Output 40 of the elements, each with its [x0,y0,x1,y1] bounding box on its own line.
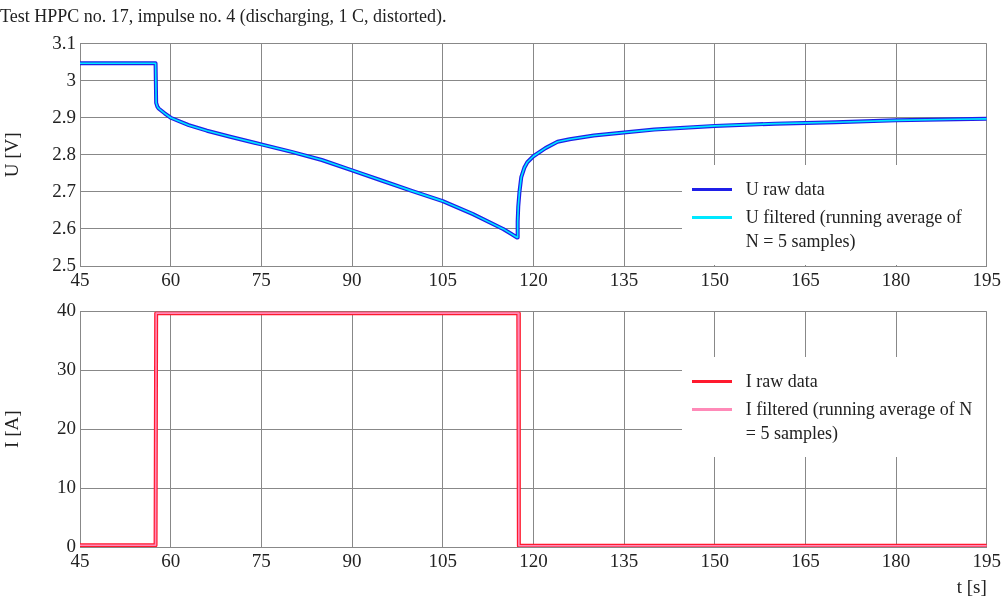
y-tick-label: 2.6 [52,216,76,238]
x-tick-label: 60 [161,550,181,572]
x-tick-label: 105 [428,550,457,572]
x-tick-label: 75 [251,269,271,291]
y-tick-label: 3.1 [52,31,76,53]
x-tick-label: 90 [342,269,362,291]
x-tick-label: 90 [342,550,362,572]
y-tick-label: 2.5 [52,253,76,275]
x-axis-title: t [s] [956,575,987,597]
y-axis-title: I [A] [1,410,23,448]
y-tick-label: 2.8 [52,142,76,164]
legend-label: U filtered (running average of N = 5 samples) [745,206,963,253]
y-tick-label: 3 [66,68,76,90]
x-tick-label: 120 [519,550,548,572]
y-tick-label: 0 [66,534,76,556]
y-axis-title: U [V] [1,132,23,178]
y-tick-label: 40 [57,299,76,321]
x-tick-label: 135 [609,269,639,291]
x-tick-label: 135 [609,550,639,572]
x-tick-label: 150 [700,550,729,572]
y-tick-label: 30 [57,358,76,380]
chart-title: Test HPPC no. 17, impulse no. 4 (discharging, 1 C, distorted). [0,5,447,27]
y-tick-label: 2.7 [52,179,76,201]
y-tick-label: 20 [57,417,76,439]
legend-label: U raw data [745,178,825,201]
legend-label: I filtered (running average of N = 5 samples) [745,398,974,446]
x-tick-label: 195 [972,269,1001,291]
legend-label: I raw data [745,370,818,394]
x-tick-label: 180 [881,550,911,572]
x-tick-label: 165 [791,269,820,291]
x-tick-label: 105 [428,269,457,291]
x-tick-label: 120 [519,269,548,291]
x-tick-label: 180 [881,269,911,291]
x-tick-label: 60 [161,269,181,291]
y-tick-label: 2.9 [52,105,76,127]
y-tick-label: 10 [57,476,76,498]
x-tick-label: 165 [791,550,820,572]
x-tick-label: 195 [972,550,1001,572]
x-tick-label: 150 [700,269,729,291]
x-tick-label: 75 [251,550,271,572]
